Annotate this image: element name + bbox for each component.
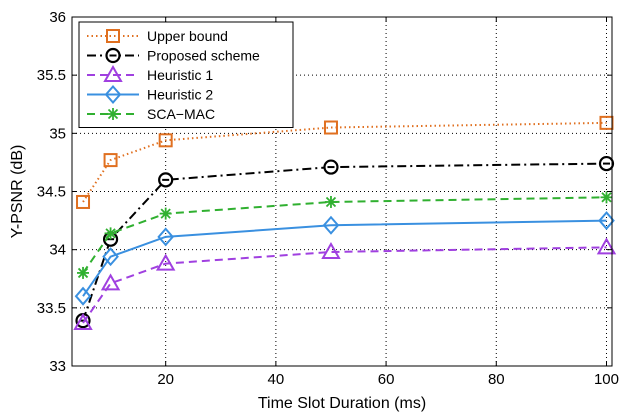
- data-point: [103, 153, 118, 168]
- data-point: [323, 159, 339, 175]
- data-point: [158, 172, 174, 188]
- legend-marker: [107, 108, 119, 120]
- x-tick-label: 80: [488, 371, 505, 388]
- data-point: [73, 312, 93, 330]
- legend-marker: [103, 64, 123, 82]
- y-tick-label: 33: [49, 358, 66, 375]
- data-point: [159, 207, 172, 220]
- legend-marker: [105, 47, 121, 64]
- legend-label: Upper bound: [147, 28, 228, 44]
- y-tick-label: 36: [49, 9, 66, 26]
- y-tick-label: 34.5: [37, 184, 66, 201]
- x-tick-label: 20: [157, 371, 174, 388]
- data-point: [598, 211, 615, 231]
- data-point: [321, 241, 341, 259]
- data-point: [102, 247, 119, 267]
- data-point: [100, 273, 121, 291]
- data-point: [600, 191, 613, 204]
- legend-entry: SCA−MAC: [87, 106, 215, 122]
- legend-entry: Heuristic 1: [87, 64, 213, 83]
- series-line: [82, 246, 607, 324]
- legend-entry: Proposed scheme: [87, 48, 260, 64]
- y-tick-label: 34: [49, 242, 66, 259]
- data-point: [74, 286, 92, 306]
- legend-label: SCA−MAC: [147, 106, 215, 122]
- legend-entry: Upper bound: [87, 28, 228, 44]
- x-tick-label: 60: [378, 371, 395, 388]
- series-upper-bound: [76, 115, 614, 209]
- series-heuristic-2: [74, 211, 615, 306]
- data-point: [157, 227, 175, 247]
- data-point: [76, 194, 91, 209]
- series-sca-mac: [77, 191, 613, 279]
- legend-label: Proposed scheme: [147, 48, 260, 64]
- series-layer: [73, 115, 617, 330]
- legend-label: Heuristic 1: [147, 67, 213, 83]
- y-tick-label: 35: [49, 125, 66, 142]
- data-point: [77, 266, 90, 279]
- series-line: [82, 219, 607, 297]
- series-heuristic-1: [73, 237, 617, 330]
- data-point: [324, 195, 337, 208]
- x-axis-label: Time Slot Duration (ms): [258, 395, 426, 412]
- x-tick-label: 100: [594, 371, 619, 388]
- legend: Upper bound Proposed scheme Heuristic 1 Heu…: [78, 21, 294, 128]
- y-axis-label: Y-PSNR (dB): [9, 145, 26, 239]
- legend-label: Heuristic 2: [147, 87, 213, 103]
- data-point: [158, 133, 173, 148]
- legend-entry: Heuristic 2: [87, 84, 213, 105]
- legend-marker: [104, 84, 122, 105]
- data-point: [598, 155, 615, 172]
- y-tick-label: 33.5: [37, 300, 66, 317]
- series-line: [82, 121, 607, 203]
- y-tick-label: 35.5: [37, 67, 66, 84]
- legend-marker: [106, 29, 120, 43]
- data-point: [596, 237, 617, 255]
- data-point: [104, 227, 117, 240]
- data-point: [323, 120, 338, 135]
- data-point: [155, 253, 176, 271]
- x-tick-label: 40: [268, 371, 285, 388]
- axis-ticks: 20 40 60 80 100 33 33.5 34 34.5 35 35.5 36: [37, 9, 619, 388]
- data-point: [322, 215, 340, 235]
